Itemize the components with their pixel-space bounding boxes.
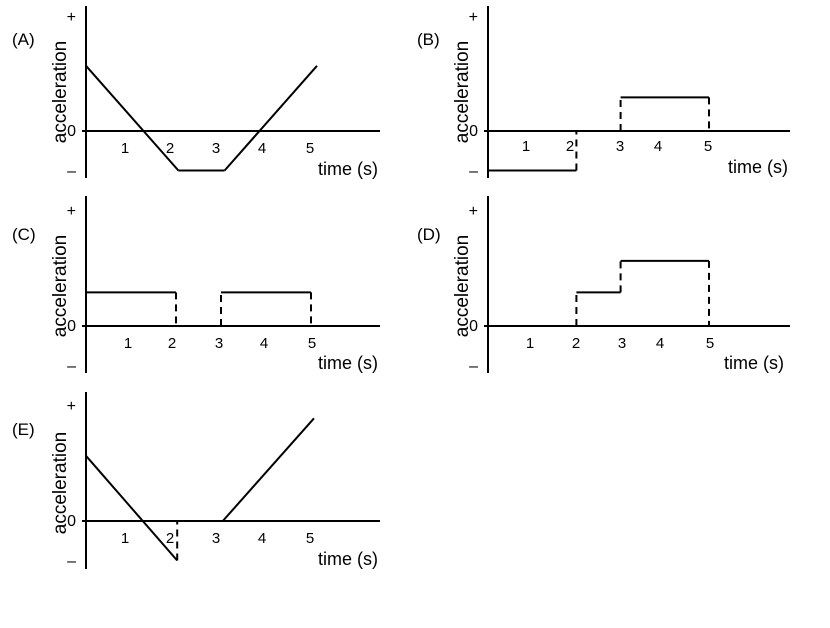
panel-e-y-tick-label: 0 — [67, 513, 76, 530]
panel-e-segment — [85, 455, 178, 562]
panel-d-x-tick-label: 2 — [572, 335, 580, 352]
panel-a-y-tick-label: 0 — [67, 123, 76, 140]
panel-e-x-tick-label: 2 — [166, 530, 174, 547]
panel-b-x-tick-label: 2 — [566, 138, 574, 155]
panel-e-label: (E) — [12, 420, 35, 439]
panel-a-y-tick-label: – — [67, 163, 76, 180]
panel-b-y-tick-label: – — [469, 163, 478, 180]
panel-c-x-tick-label: 2 — [168, 335, 176, 352]
panel-d-x-axis-label: time (s) — [724, 353, 784, 373]
panel-a-x-tick-label: 5 — [306, 140, 314, 157]
panel-a-x-tick-label: 2 — [166, 140, 174, 157]
panel-e-y-axis-label: acceleration — [50, 432, 71, 534]
panel-d-y-tick-label: + — [469, 203, 478, 220]
panel-a-y-tick-label: + — [67, 9, 76, 26]
panel-c-y-tick-label: + — [67, 203, 76, 220]
panel-a-segment — [85, 65, 180, 172]
panel-c-y-axis-label: acceleration — [50, 235, 71, 337]
panel-e-y-tick-label: – — [67, 553, 76, 570]
panel-c-label: (C) — [12, 225, 36, 244]
panel-a-x-tick-label: 4 — [258, 140, 266, 157]
panel-b-y-tick-label: 0 — [469, 123, 478, 140]
panel-a-label: (A) — [12, 30, 35, 49]
panel-c-x-tick-label: 1 — [124, 335, 132, 352]
panel-a-x-axis-label: time (s) — [318, 159, 378, 179]
panel-d-y-axis-label: acceleration — [452, 235, 473, 337]
panel-b-x-tick-label: 3 — [616, 138, 624, 155]
panel-e-x-tick-label: 3 — [212, 530, 220, 547]
panel-c-x-tick-label: 4 — [260, 335, 268, 352]
panel-e-x-axis-label: time (s) — [318, 549, 378, 569]
panel-b-label: (B) — [417, 30, 440, 49]
panel-d-y-tick-label: 0 — [469, 318, 478, 335]
panel-d-x-tick-label: 1 — [526, 335, 534, 352]
panel-b-x-tick-label: 5 — [704, 138, 712, 155]
panel-d-label: (D) — [417, 225, 441, 244]
panel-b-y-tick-label: + — [469, 9, 478, 26]
panel-e-x-tick-label: 4 — [258, 530, 266, 547]
panel-a-x-tick-label: 1 — [121, 140, 129, 157]
panel-c-x-axis-label: time (s) — [318, 353, 378, 373]
panel-a-segment — [223, 65, 318, 172]
panel-c-x-tick-label: 5 — [308, 335, 316, 352]
panel-d-y-tick-label: – — [469, 358, 478, 375]
panel-d-x-tick-label: 3 — [618, 335, 626, 352]
panel-c-x-tick-label: 3 — [215, 335, 223, 352]
panel-e-x-tick-label: 5 — [306, 530, 314, 547]
panel-e-x-tick-label: 1 — [121, 530, 129, 547]
panel-b-x-axis-label: time (s) — [728, 157, 788, 177]
panel-b-x-tick-label: 4 — [654, 138, 662, 155]
panel-b-y-axis-label: acceleration — [452, 41, 473, 143]
panel-c-y-tick-label: – — [67, 358, 76, 375]
panel-a-x-tick-label: 3 — [212, 140, 220, 157]
panel-d-x-tick-label: 4 — [656, 335, 664, 352]
panel-a-y-axis-label: acceleration — [50, 41, 71, 143]
panel-e-segment — [222, 417, 315, 522]
panel-e-y-tick-label: + — [67, 398, 76, 415]
panel-d-x-tick-label: 5 — [706, 335, 714, 352]
panel-c-y-tick-label: 0 — [67, 318, 76, 335]
panel-b-x-tick-label: 1 — [522, 138, 530, 155]
